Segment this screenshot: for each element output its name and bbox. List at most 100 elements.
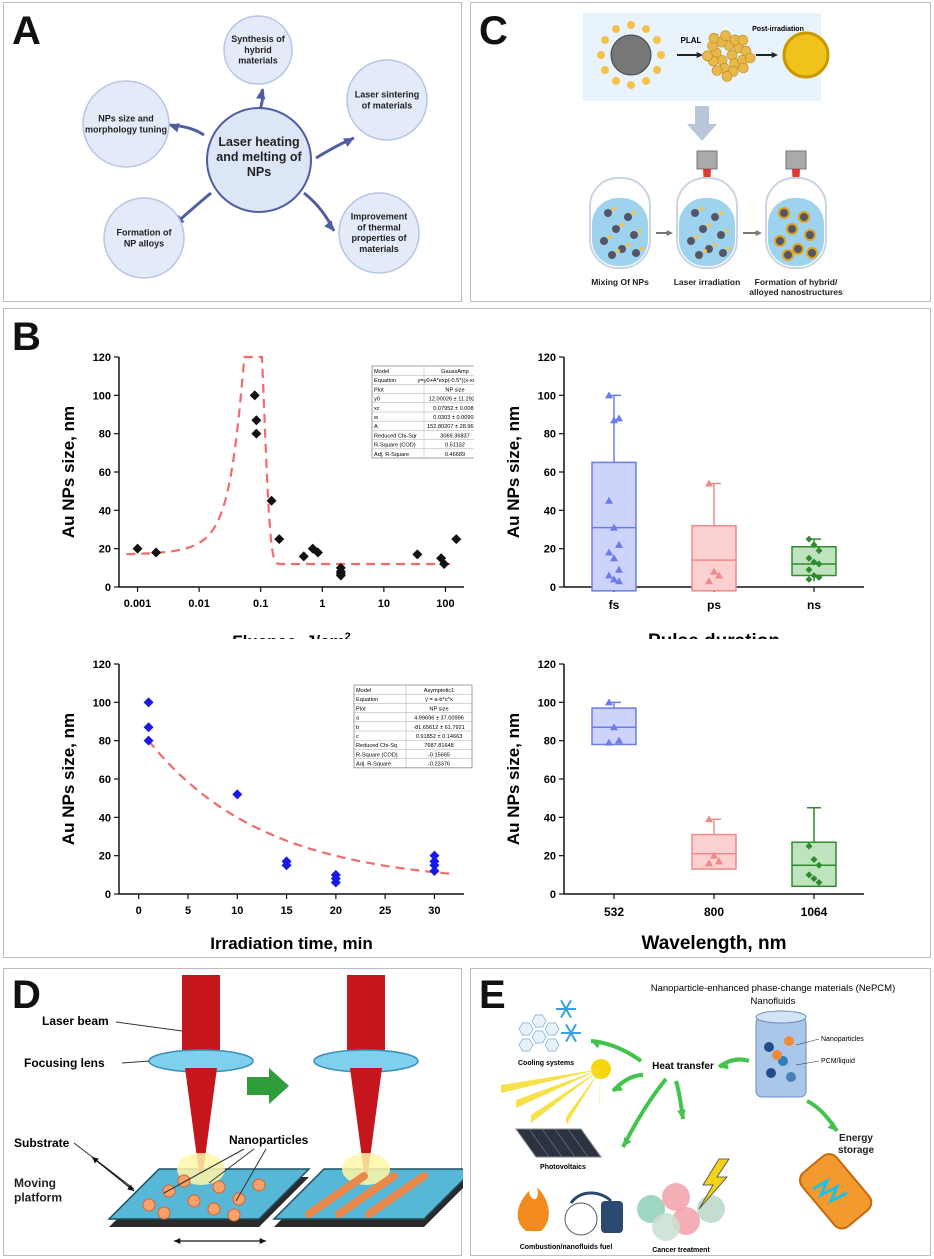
np-small [616,249,620,253]
core-shell-np [798,211,810,223]
x-tick-label: 30 [428,905,440,917]
pcm-label: PCM/liquid [821,1058,855,1065]
tube-label-line: Laser irradiation [674,277,741,287]
node-circle [103,197,185,279]
data-point [610,554,618,562]
fit-value: 0.07952 ± 0.0085 [433,406,474,412]
pv-grid [541,1128,563,1158]
center-label-line: NPs [247,165,271,179]
np-small [727,247,731,251]
pv-grid [567,1128,589,1158]
snowflake-icon [565,999,572,1010]
nanoparticle-icon [252,1178,266,1192]
fit-key: w [373,415,379,421]
fit-value: y=y0+A*exp(-0.5*((x-xc)/w)^2) [418,378,474,384]
nanoparticle-icon [177,1174,191,1188]
y-tick-label: 40 [99,812,111,824]
data-point [610,575,618,583]
sun-ray [599,1069,601,1108]
nanoparticles-label: Nanoparticles [229,1133,309,1147]
pv-panel-icon [515,1128,602,1158]
sintered-track [335,1172,398,1218]
node-label-line: hybrid [244,45,272,55]
data-point [143,735,154,746]
y-tick-label: 120 [93,352,111,364]
hex-icon [518,1038,534,1052]
small-np-icon [601,66,610,74]
center-label-line: and melting of [216,150,302,164]
y-tick-label: 0 [105,889,111,901]
core-shell-np [774,235,786,247]
data-point [705,859,713,867]
y-tick-label: 80 [544,429,556,441]
fit-key: Reduced Chi-Sq [356,743,397,749]
tube-label-line: alloyed nanostructures [749,287,843,297]
np-dot [699,225,707,233]
fit-value: NP size [429,706,448,712]
panel-e: E Nanoparticle-enhanced phase-change mat… [470,968,931,1256]
x-tick-label: 100 [436,598,454,610]
small-np-icon [627,21,635,29]
x-tick-label: 0.1 [253,598,268,610]
data-point [143,697,154,708]
chart-fluence: 0 20 40 60 80 100 120 Au NPs size, nm 0.001 0.01 0… [59,352,474,639]
x-axis-label: Wavelength, nm [642,933,787,954]
cooling-label: Cooling systems [518,1060,574,1067]
center-label-line: Laser heating [218,135,299,149]
fuel-hose [569,1191,613,1204]
fit-key: xc [374,406,380,412]
pv-label: Photovoltaics [540,1164,586,1171]
core-shell-np [792,243,804,255]
data-point [805,535,813,543]
np-dot [612,225,620,233]
data-point [815,573,823,581]
laser-head-icon [696,150,718,170]
motion-arrowhead [259,1237,266,1245]
np-small [626,243,630,247]
x-tick-label: 10 [231,905,243,917]
leader-line [115,1021,183,1032]
y-axis-label: Au NPs size, nm [59,713,78,845]
y-tick-label: 100 [93,390,111,402]
x-tick-label: 15 [280,905,292,917]
nanoparticle-icon [187,1194,201,1208]
fit-value: -81.65612 ± 61.7921 [413,725,465,731]
fit-key: b [356,725,359,731]
np-small [707,223,711,227]
moving-platform-label: Moving platform [14,1176,62,1204]
y-tick-label: 60 [99,467,111,479]
np-dot [711,213,719,221]
data-point [281,860,292,871]
focused-beam [350,1068,382,1173]
y-tick-label: 20 [99,851,111,863]
sun-ray [566,1069,601,1125]
leader-line [795,1060,820,1066]
x-axis-label: Fluence, J/cm2 [232,631,351,639]
np-dot [630,231,638,239]
snowflake-icon [565,1008,572,1019]
np-dot [719,249,727,257]
leader-line [121,1060,150,1064]
small-np-icon [612,25,620,34]
data-point [805,842,813,850]
tube-label: Laser irradiation [674,277,741,287]
arrowhead-tuning [169,123,180,133]
panel-b: B 0 20 40 60 80 100 120 Au NPs size, nm 0.001 0.0… [3,308,931,958]
e-subtitle: Nanofluids [751,996,796,1007]
x-axis-label: Irradiation time, min [210,934,372,953]
data-point [439,559,450,569]
node-circle [223,15,293,85]
tube-arrowhead [666,229,673,237]
particle-icon [772,1050,782,1060]
fuel-can-icon [601,1201,623,1233]
post-label: Post-irradiation [752,26,804,33]
np-small [638,229,642,233]
motion-arrow [91,1156,135,1192]
node-label: Formation of NP alloys [117,228,173,249]
y-tick-label: 80 [99,429,111,441]
node-circle [82,80,170,168]
data-point [132,543,143,554]
arrowhead-sintering [343,138,354,147]
fit-value: NP size [445,387,464,393]
y-tick-label: 0 [550,889,556,901]
